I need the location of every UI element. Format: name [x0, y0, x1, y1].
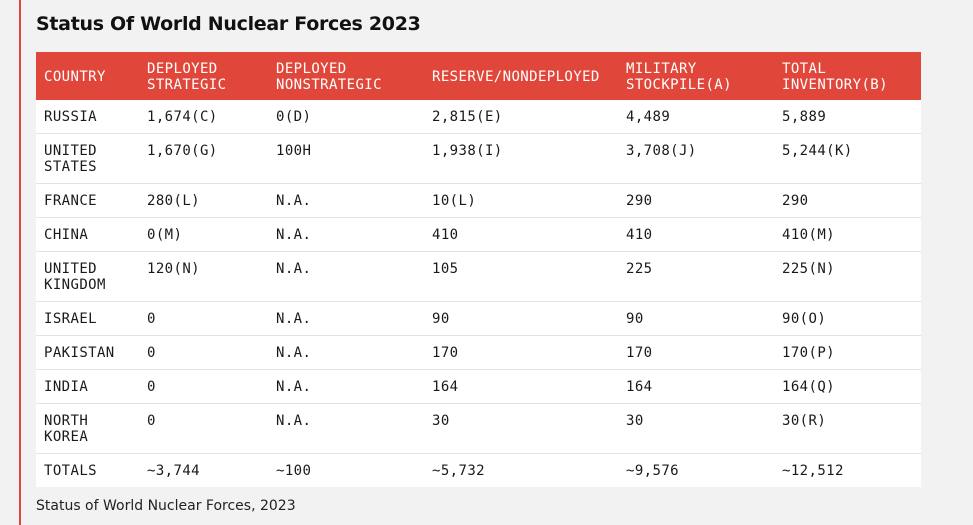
cell-deployed-nonstrategic: ~100	[268, 453, 424, 487]
cell-reserve-nondeployed: 1,938(I)	[424, 133, 618, 184]
cell-country: ISRAEL	[36, 301, 139, 336]
column-header-military-stockpile: MILITARY STOCKPILE(A)	[618, 52, 774, 100]
cell-deployed-nonstrategic: N.A.	[268, 403, 424, 454]
cell-deployed-strategic: 0(M)	[139, 217, 268, 252]
cell-deployed-nonstrategic: N.A.	[268, 251, 424, 302]
cell-deployed-strategic: 0	[139, 369, 268, 404]
table-row: RUSSIA 1,674(C) 0(D) 2,815(E) 4,489 5,889	[36, 100, 921, 134]
cell-total-inventory: 170(P)	[774, 335, 921, 370]
column-header-total-inventory: TOTAL INVENTORY(B)	[774, 52, 921, 100]
cell-military-stockpile: ~9,576	[618, 453, 774, 487]
cell-military-stockpile: 4,489	[618, 100, 774, 134]
cell-deployed-nonstrategic: N.A.	[268, 183, 424, 218]
cell-total-inventory: 90(O)	[774, 301, 921, 336]
cell-deployed-nonstrategic: N.A.	[268, 369, 424, 404]
table-row: INDIA 0 N.A. 164 164 164(Q)	[36, 369, 921, 404]
table-row: UNITED STATES 1,670(G) 100H 1,938(I) 3,708(J…	[36, 133, 921, 184]
cell-reserve-nondeployed: 30	[424, 403, 618, 454]
table-row: NORTH KOREA 0 N.A. 30 30 30(R)	[36, 403, 921, 454]
cell-total-inventory: 5,244(K)	[774, 133, 921, 184]
cell-total-inventory: 225(N)	[774, 251, 921, 302]
cell-country: INDIA	[36, 369, 139, 404]
cell-total-inventory: 164(Q)	[774, 369, 921, 404]
cell-total-inventory: 5,889	[774, 100, 921, 134]
cell-deployed-strategic: 0	[139, 335, 268, 370]
cell-military-stockpile: 170	[618, 335, 774, 370]
cell-country: FRANCE	[36, 183, 139, 218]
cell-country: RUSSIA	[36, 100, 139, 134]
nuclear-forces-table: COUNTRY DEPLOYED STRATEGIC DEPLOYED NONS…	[36, 52, 921, 487]
cell-total-inventory: 30(R)	[774, 403, 921, 454]
cell-deployed-strategic: 120(N)	[139, 251, 268, 302]
column-header-reserve-nondeployed: RESERVE/NONDEPLOYED	[424, 52, 618, 100]
cell-reserve-nondeployed: 105	[424, 251, 618, 302]
cell-reserve-nondeployed: 90	[424, 301, 618, 336]
table-header-row: COUNTRY DEPLOYED STRATEGIC DEPLOYED NONS…	[36, 52, 921, 100]
cell-reserve-nondeployed: 170	[424, 335, 618, 370]
cell-military-stockpile: 30	[618, 403, 774, 454]
cell-military-stockpile: 164	[618, 369, 774, 404]
cell-total-inventory: 290	[774, 183, 921, 218]
cell-deployed-strategic: 280(L)	[139, 183, 268, 218]
cell-country: UNITED KINGDOM	[36, 251, 139, 302]
cell-military-stockpile: 90	[618, 301, 774, 336]
cell-military-stockpile: 410	[618, 217, 774, 252]
cell-country: TOTALS	[36, 453, 139, 487]
totals-row: TOTALS ~3,744 ~100 ~5,732 ~9,576 ~12,512	[36, 453, 921, 487]
cell-country: CHINA	[36, 217, 139, 252]
table-row: UNITED KINGDOM 120(N) N.A. 105 225 225(N)	[36, 251, 921, 302]
cell-deployed-nonstrategic: N.A.	[268, 335, 424, 370]
column-header-country: COUNTRY	[36, 52, 139, 100]
cell-military-stockpile: 225	[618, 251, 774, 302]
table-row: CHINA 0(M) N.A. 410 410 410(M)	[36, 217, 921, 252]
cell-military-stockpile: 290	[618, 183, 774, 218]
cell-country: NORTH KOREA	[36, 403, 139, 454]
column-header-deployed-nonstrategic: DEPLOYED NONSTRATEGIC	[268, 52, 424, 100]
column-header-deployed-strategic: DEPLOYED STRATEGIC	[139, 52, 268, 100]
cell-deployed-nonstrategic: N.A.	[268, 301, 424, 336]
cell-reserve-nondeployed: ~5,732	[424, 453, 618, 487]
cell-deployed-strategic: ~3,744	[139, 453, 268, 487]
cell-total-inventory: 410(M)	[774, 217, 921, 252]
cell-deployed-strategic: 1,674(C)	[139, 100, 268, 134]
cell-military-stockpile: 3,708(J)	[618, 133, 774, 184]
cell-reserve-nondeployed: 10(L)	[424, 183, 618, 218]
cell-total-inventory: ~12,512	[774, 453, 921, 487]
table-body: RUSSIA 1,674(C) 0(D) 2,815(E) 4,489 5,889 UNIT…	[36, 100, 921, 487]
cell-deployed-nonstrategic: 100H	[268, 133, 424, 184]
cell-reserve-nondeployed: 410	[424, 217, 618, 252]
table-row: ISRAEL 0 N.A. 90 90 90(O)	[36, 301, 921, 336]
table-caption: Status of World Nuclear Forces, 2023	[36, 498, 296, 514]
table-row: FRANCE 280(L) N.A. 10(L) 290 290	[36, 183, 921, 218]
cell-country: UNITED STATES	[36, 133, 139, 184]
cell-deployed-strategic: 0	[139, 403, 268, 454]
cell-deployed-nonstrategic: N.A.	[268, 217, 424, 252]
cell-reserve-nondeployed: 2,815(E)	[424, 100, 618, 134]
cell-deployed-strategic: 1,670(G)	[139, 133, 268, 184]
cell-deployed-nonstrategic: 0(D)	[268, 100, 424, 134]
accent-bar	[19, 0, 21, 525]
cell-reserve-nondeployed: 164	[424, 369, 618, 404]
page-title: Status Of World Nuclear Forces 2023	[36, 13, 421, 35]
cell-country: PAKISTAN	[36, 335, 139, 370]
cell-deployed-strategic: 0	[139, 301, 268, 336]
table-row: PAKISTAN 0 N.A. 170 170 170(P)	[36, 335, 921, 370]
